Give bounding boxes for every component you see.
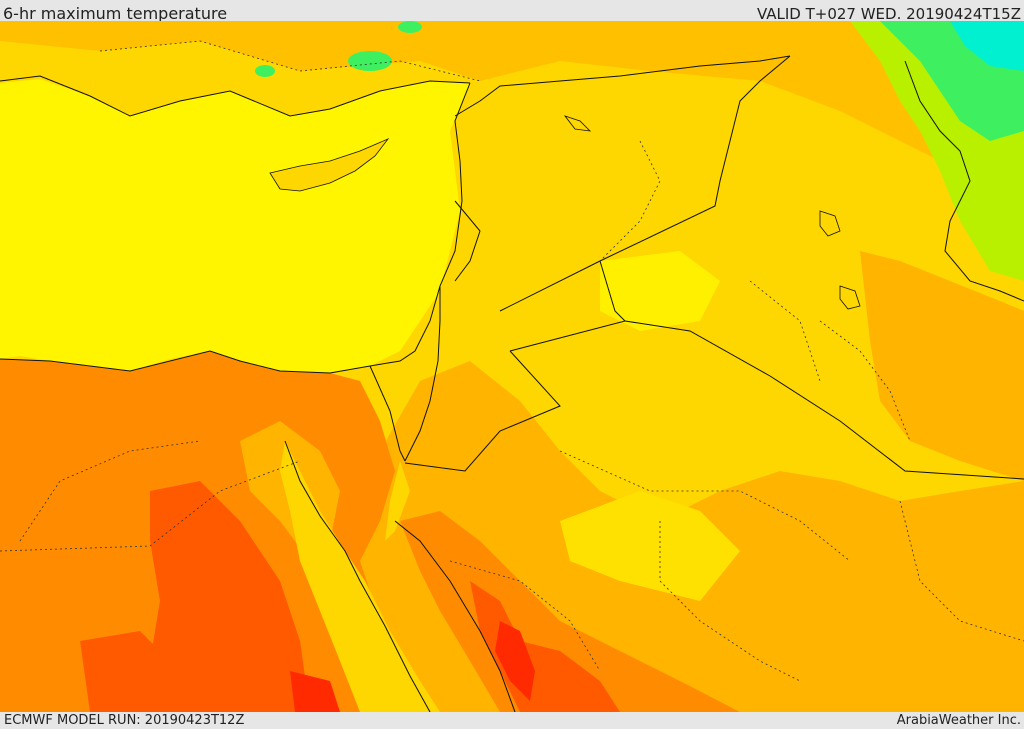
coast-turkey-south	[0, 75, 471, 117]
province-line-5	[899, 500, 1024, 642]
country-borders	[0, 55, 1024, 712]
inland-light-patch	[600, 251, 720, 331]
province-line-2	[19, 440, 201, 542]
province-line-4	[659, 521, 801, 682]
border-syria-iraq	[499, 55, 791, 312]
temperature-map[interactable]	[0, 21, 1024, 712]
border-turkey-syria	[454, 55, 791, 117]
valid-time: VALID T+027 WED. 20190424T15Z	[756, 5, 1021, 23]
cyprus-island	[269, 138, 390, 192]
turkey-cold-spot-2	[255, 65, 275, 77]
egypt-hotter-field-2	[80, 631, 190, 712]
header-bar: 6-hr maximum temperature VALID T+027 WED…	[0, 0, 1024, 23]
assad-lake	[563, 115, 592, 132]
province-line-8	[819, 320, 911, 442]
highland-coldest-field	[950, 21, 1024, 71]
province-borders	[0, 40, 1024, 682]
north-warm-field	[0, 21, 1024, 171]
coast-egypt-north	[0, 350, 371, 374]
footer-bar: ECMWF MODEL RUN: 20190423T12Z ArabiaWeat…	[0, 712, 1024, 729]
border-jordan-iraq	[509, 260, 626, 352]
zagros-cool-spot	[982, 161, 1018, 221]
border-iraq-iran	[904, 60, 1024, 302]
turkey-cold-spot	[348, 51, 392, 71]
province-line-3	[559, 450, 851, 562]
gulf-of-aqaba	[385, 461, 410, 541]
model-run-label: ECMWF MODEL RUN: 20190423T12Z	[4, 713, 245, 728]
mediterranean-sea	[0, 79, 470, 373]
nile-hottest-field	[290, 671, 340, 712]
province-line-7	[99, 40, 481, 82]
hijaz-hotter-strip	[470, 581, 620, 712]
border-saudi-iraq	[624, 320, 1024, 480]
tharthar-lake	[819, 210, 841, 237]
razazza-lake	[839, 285, 861, 310]
east-warm-field	[860, 251, 1024, 481]
border-egypt-israel	[369, 365, 406, 462]
coast-red-sea-east	[394, 520, 516, 712]
credit-label: ArabiaWeather Inc.	[896, 713, 1021, 728]
province-line-9	[749, 280, 821, 382]
map-title: 6-hr maximum temperature	[3, 4, 228, 23]
coast-med-east	[369, 82, 471, 367]
inland-light-patch-2	[560, 491, 740, 601]
turkey-cold-spot-3	[398, 21, 422, 33]
hijaz-hottest-spot	[495, 621, 535, 701]
province-line-10	[449, 560, 601, 672]
coast-red-sea-west	[284, 440, 431, 712]
border-jordan-saudi	[404, 350, 561, 472]
egypt-hotter-field	[150, 481, 310, 712]
border-lebanon-syria	[454, 200, 481, 282]
province-line-1	[0, 460, 301, 552]
border-israel-jordan	[404, 286, 441, 462]
hijaz-hot-strip	[400, 511, 740, 712]
red-sea	[280, 441, 440, 712]
